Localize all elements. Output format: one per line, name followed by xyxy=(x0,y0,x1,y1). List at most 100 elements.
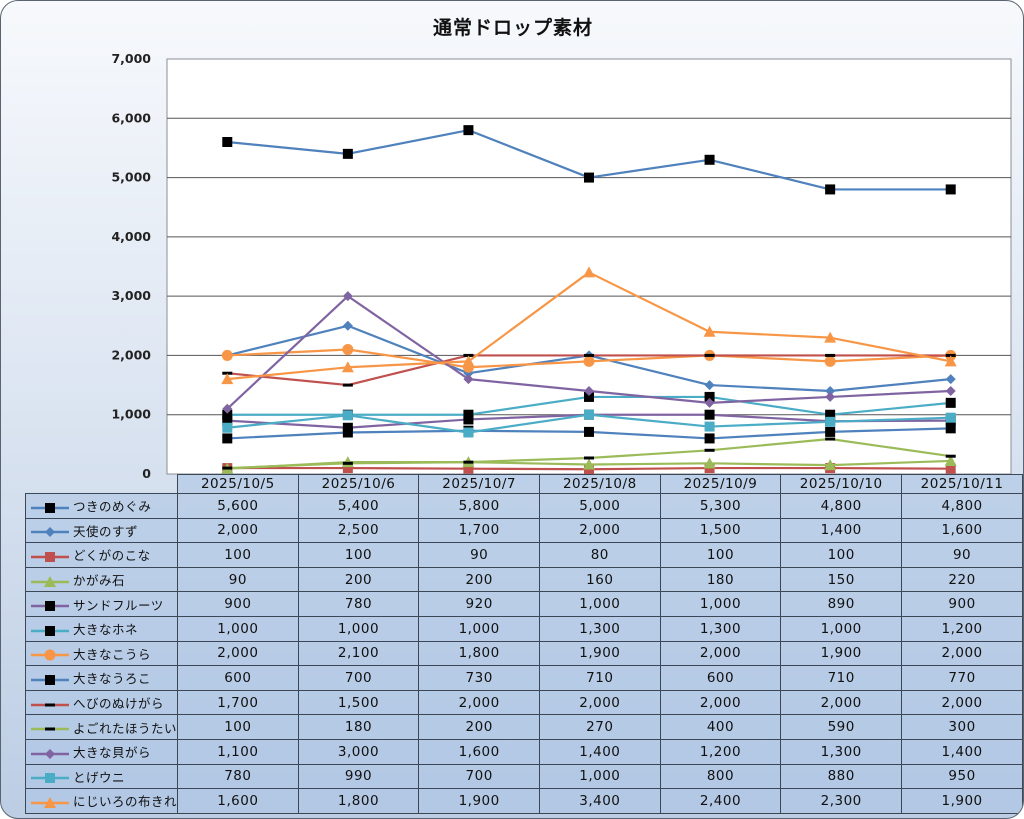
marker-triangle xyxy=(703,325,716,337)
y-tick-label: 6,000 xyxy=(111,110,151,125)
data-label: 590 xyxy=(780,714,903,740)
data-label: 700 xyxy=(418,763,540,790)
data-label: 220 xyxy=(901,566,1023,593)
legend-entry: 天使のすず xyxy=(24,517,179,544)
legend-key-icon xyxy=(31,502,69,513)
data-label: 2,300 xyxy=(780,788,903,814)
legend-key-icon xyxy=(31,748,69,759)
data-label: 1,800 xyxy=(418,640,540,667)
marker-dash xyxy=(342,383,353,387)
marker-circle xyxy=(44,649,56,661)
marker-circle xyxy=(342,344,354,355)
y-tick-label: 1,000 xyxy=(111,407,151,422)
data-label: 1,600 xyxy=(177,788,299,814)
marker-circle xyxy=(583,355,595,367)
data-label: 100 xyxy=(297,542,420,568)
data-label: 2,000 xyxy=(901,689,1023,716)
marker-square xyxy=(222,415,233,426)
data-label: 2,000 xyxy=(538,517,661,544)
y-tick-label: 0 xyxy=(142,466,151,481)
marker-square xyxy=(945,412,956,423)
data-label: 100 xyxy=(780,542,903,568)
marker-diamond xyxy=(704,397,715,408)
data-label: 5,400 xyxy=(297,493,420,519)
data-label: 5,800 xyxy=(418,493,540,519)
data-label: 2,500 xyxy=(297,517,420,544)
legend-entry: かがみ石 xyxy=(24,566,179,593)
data-label: 1,000 xyxy=(538,763,661,790)
series-6 xyxy=(221,344,957,373)
data-label: 1,700 xyxy=(418,517,540,544)
marker-square xyxy=(704,409,715,420)
legend-key-icon xyxy=(31,674,69,685)
category-label: 2025/10/6 xyxy=(297,474,420,494)
data-label: 200 xyxy=(297,566,420,593)
y-tick-label: 7,000 xyxy=(111,51,151,66)
legend-key-icon xyxy=(31,625,69,636)
marker-dash xyxy=(463,460,474,464)
y-tick-label: 2,000 xyxy=(111,347,151,362)
marker-square xyxy=(463,125,474,136)
legend-label: よごれたほうたい xyxy=(73,720,178,736)
marker-square xyxy=(222,137,233,147)
legend-entry: 大きな貝がら xyxy=(24,738,179,765)
legend-entry: にじいろの布きれ xyxy=(24,788,179,814)
data-label: 2,000 xyxy=(418,689,540,716)
data-label: 1,800 xyxy=(297,788,420,814)
data-label: 160 xyxy=(538,566,661,593)
data-label: 920 xyxy=(418,591,540,617)
data-label: 1,300 xyxy=(659,615,782,642)
category-label: 2025/10/11 xyxy=(901,474,1023,494)
data-label: 1,900 xyxy=(538,640,661,667)
data-label: 1,700 xyxy=(177,689,299,716)
data-label: 780 xyxy=(297,591,420,617)
marker-dash xyxy=(222,466,233,470)
data-label: 1,000 xyxy=(418,615,540,642)
marker-square xyxy=(704,433,715,444)
marker-square xyxy=(945,184,956,195)
data-label: 2,000 xyxy=(177,640,299,667)
legend-entry: つきのめぐみ xyxy=(24,493,179,519)
table-row: よごれたほうたい 100 180 200 270 400 590 300 xyxy=(24,714,1023,740)
marker-square xyxy=(45,551,55,562)
data-label: 890 xyxy=(780,591,903,617)
marker-square xyxy=(463,463,474,474)
legend-key-icon xyxy=(31,551,69,562)
data-label: 100 xyxy=(659,542,782,568)
marker-dash xyxy=(704,448,715,452)
marker-square xyxy=(45,773,55,784)
legend-label: 大きなうろこ xyxy=(73,671,152,687)
data-label: 800 xyxy=(659,763,782,790)
data-label: 1,000 xyxy=(659,591,782,617)
marker-square xyxy=(945,423,956,434)
marker-square xyxy=(584,409,594,420)
marker-dash xyxy=(584,353,594,357)
marker-triangle xyxy=(221,373,234,385)
marker-square xyxy=(342,463,353,474)
legend-label: へびのぬけがら xyxy=(73,696,165,712)
table-row: 天使のすず 2,000 2,500 1,700 2,000 1,500 1,400 1,600 xyxy=(24,517,1023,544)
legend-entry: とげウニ xyxy=(24,763,179,790)
series-9 xyxy=(222,437,956,470)
data-label: 2,000 xyxy=(538,689,661,716)
legend-label: とげウニ xyxy=(73,769,126,785)
category-label: 2025/10/5 xyxy=(177,474,299,494)
marker-square xyxy=(45,502,55,513)
marker-diamond xyxy=(584,386,594,396)
data-label: 5,000 xyxy=(538,493,661,519)
data-label: 1,500 xyxy=(297,689,420,716)
data-label: 1,600 xyxy=(418,738,540,765)
marker-square xyxy=(463,427,474,438)
legend-entry: よごれたほうたい xyxy=(24,714,179,740)
data-label: 710 xyxy=(780,665,903,691)
legend-key-icon xyxy=(31,527,69,538)
marker-triangle xyxy=(824,331,837,343)
marker-dash xyxy=(825,353,836,357)
data-label: 1,300 xyxy=(780,738,903,765)
data-label: 1,400 xyxy=(901,738,1023,765)
data-label: 880 xyxy=(780,763,903,790)
marker-square xyxy=(584,391,594,402)
table-row: 大きなこうら 2,000 2,100 1,800 1,900 2,000 1,900 2,00… xyxy=(24,640,1023,667)
data-label: 1,000 xyxy=(780,615,903,642)
